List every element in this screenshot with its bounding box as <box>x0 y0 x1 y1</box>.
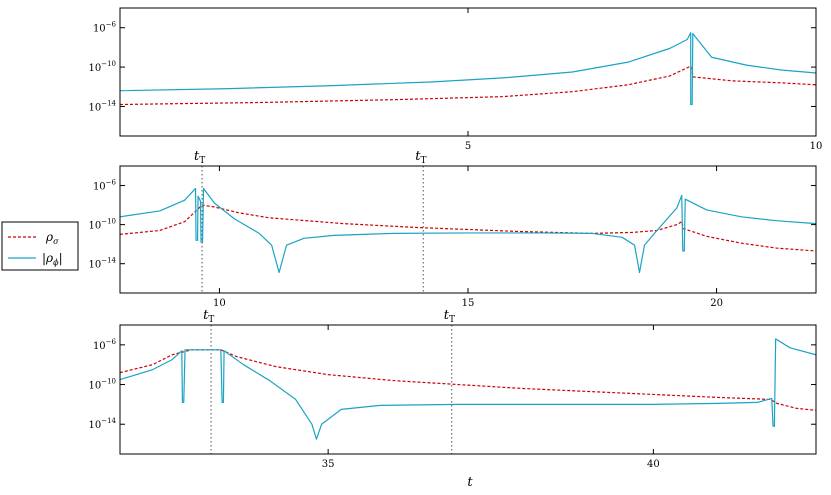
series-rho-sigma <box>120 349 816 411</box>
legend: ρσ |ρϕ| <box>1 221 79 271</box>
x-tick-label: 10 <box>810 141 823 152</box>
y-tick-label: 10−14 <box>88 99 116 113</box>
y-tick-label: 10−14 <box>88 257 116 271</box>
x-tick-label: 15 <box>462 298 475 309</box>
y-tick-label: 10−6 <box>93 179 117 193</box>
x-tick-label: 10 <box>213 298 226 309</box>
series-rho-phi <box>120 32 816 106</box>
x-tick-label: 35 <box>322 459 335 470</box>
tt-marker-label: tT <box>194 149 205 166</box>
series-rho-phi <box>120 187 816 274</box>
tt-marker-label: tT <box>203 308 214 325</box>
y-tick-label: 10−6 <box>93 21 117 35</box>
y-tick-label: 10−10 <box>88 60 116 74</box>
panel-1: 5 10 10−6 10−10 10−14 <box>88 7 823 152</box>
legend-box <box>1 221 79 271</box>
x-tick-label: 40 <box>647 459 660 470</box>
series-rho-sigma <box>120 204 816 252</box>
y-tick-label: 10−6 <box>93 338 117 352</box>
y-tick-label: 10−14 <box>88 417 116 431</box>
axes-frame <box>119 324 817 455</box>
y-tick-label: 10−10 <box>88 378 116 392</box>
y-tick-label: 10−10 <box>88 218 116 232</box>
series-rho-phi <box>120 338 816 440</box>
axes-frame <box>119 7 817 137</box>
x-tick-label: 20 <box>710 298 723 309</box>
panel-2: tT tT 10 15 20 10−6 10−10 10−14 <box>88 149 817 309</box>
x-axis-label: t <box>467 475 473 490</box>
tt-marker-label: tT <box>415 149 426 166</box>
tt-marker-label: tT <box>444 308 455 325</box>
legend-label-rho-sigma: ρσ <box>45 230 59 246</box>
panel-3: tT tT 35 40 10−6 10−10 10−14 t <box>88 308 817 490</box>
series-rho-sigma <box>120 65 816 106</box>
x-tick-label: 5 <box>465 141 471 152</box>
legend-label-rho-phi: |ρϕ| <box>42 251 63 267</box>
